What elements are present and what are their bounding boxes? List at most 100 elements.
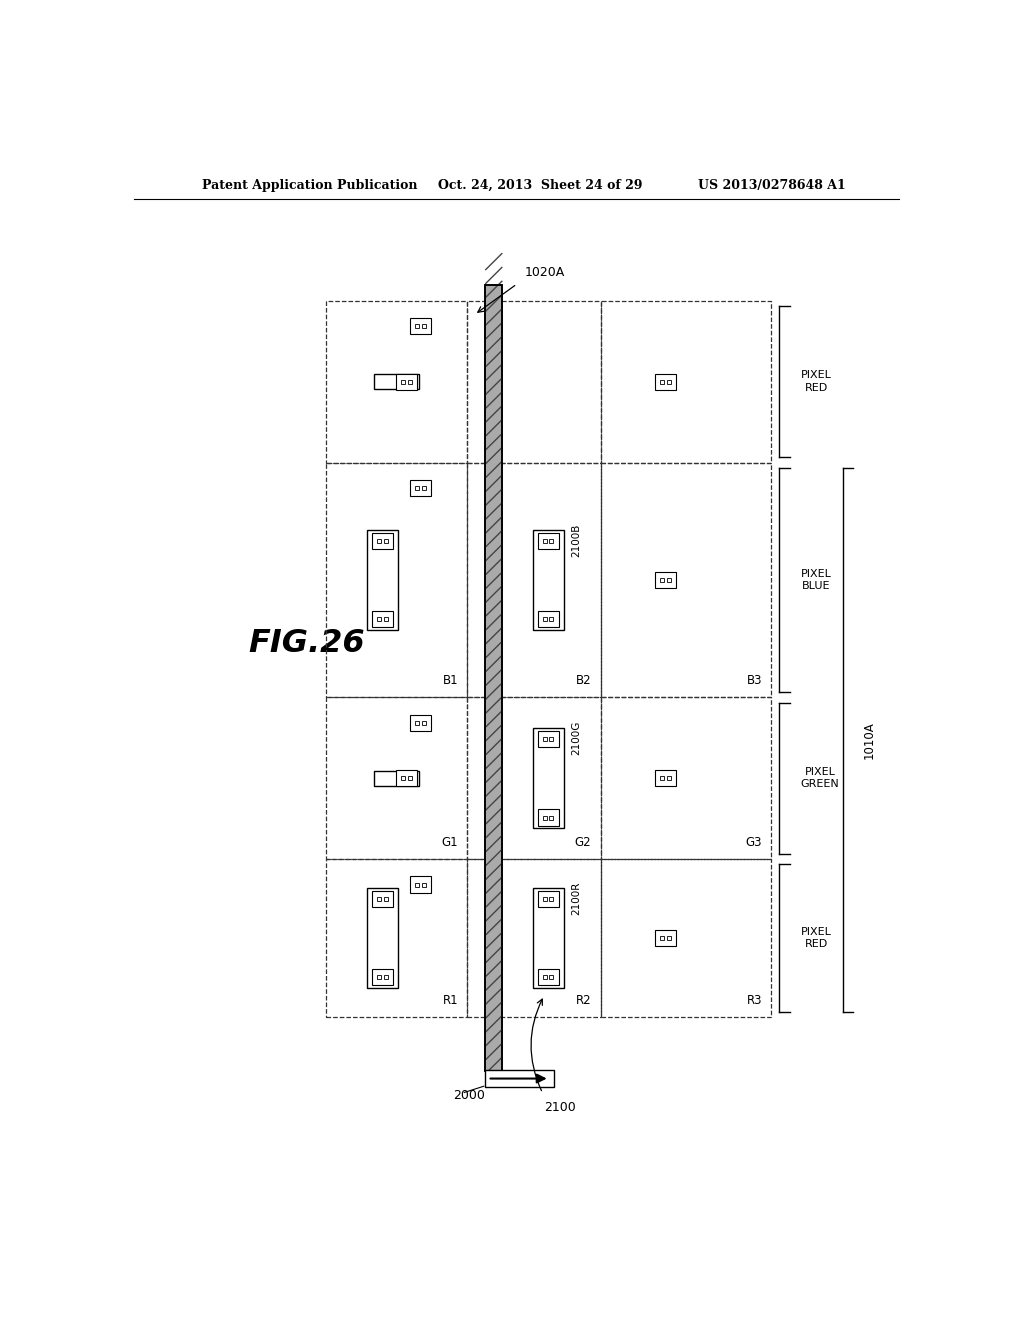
Bar [549,896,553,900]
Bar [326,697,467,859]
Text: R3: R3 [746,994,762,1007]
Bar [485,285,503,1071]
Text: B3: B3 [746,675,762,686]
Text: PIXEL
BLUE: PIXEL BLUE [801,569,831,591]
Bar [467,462,601,697]
Bar [532,729,563,829]
Bar [377,975,381,979]
Bar [660,380,665,384]
Bar [538,611,558,627]
Bar [377,896,381,900]
Text: B1: B1 [442,675,458,686]
Bar [422,325,426,329]
Bar [601,462,771,697]
Bar [660,776,665,780]
Bar [538,533,558,549]
Bar [401,776,406,780]
Bar [667,936,671,940]
Bar [667,776,671,780]
Text: G1: G1 [441,836,458,849]
Bar [543,539,547,543]
Bar [660,578,665,582]
Bar [538,731,558,747]
Bar [549,816,553,820]
Bar [655,770,676,787]
Text: 2100R: 2100R [571,882,582,915]
Text: 2100G: 2100G [571,721,582,755]
Bar [377,618,381,622]
Bar [538,809,558,825]
Text: FIG.26: FIG.26 [248,628,365,659]
Bar [601,697,771,859]
Bar [549,618,553,622]
Bar [467,697,601,859]
Bar [667,578,671,582]
Bar [411,318,431,334]
Text: 1010A: 1010A [862,721,876,759]
Bar [372,611,393,627]
Bar [667,380,671,384]
Bar [416,486,420,490]
Bar [655,572,676,589]
Bar [549,737,553,741]
Text: PIXEL
RED: PIXEL RED [801,371,831,393]
Bar [326,462,467,697]
Bar [660,936,665,940]
Bar [543,737,547,741]
Bar [408,380,412,384]
Bar [411,714,431,731]
Bar [543,816,547,820]
Bar [538,969,558,985]
Bar [396,374,417,389]
Text: R2: R2 [575,994,592,1007]
Text: Patent Application Publication: Patent Application Publication [202,178,417,191]
Text: R1: R1 [442,994,458,1007]
Bar [384,539,387,543]
Bar [372,891,393,907]
Bar [655,374,676,389]
Bar [484,1071,554,1088]
Bar [416,883,420,887]
Bar [422,486,426,490]
Bar [485,285,503,1071]
Text: 2100B: 2100B [571,523,582,557]
Bar [377,539,381,543]
Bar [374,374,419,389]
Bar [367,888,398,989]
Bar [422,883,426,887]
Bar [408,776,412,780]
Bar [467,301,601,462]
Bar [384,975,387,979]
Bar [543,896,547,900]
Bar [538,891,558,907]
Bar [411,876,431,892]
Bar [384,896,387,900]
Bar [416,721,420,725]
Text: US 2013/0278648 A1: US 2013/0278648 A1 [697,178,846,191]
Bar [532,529,563,630]
Bar [372,969,393,985]
Bar [467,859,601,1016]
Bar [384,618,387,622]
Bar [601,859,771,1016]
Bar [543,975,547,979]
Bar [396,770,417,787]
Bar [401,380,406,384]
Text: PIXEL
GREEN: PIXEL GREEN [801,767,840,789]
Bar [422,721,426,725]
Bar [411,480,431,496]
Text: Oct. 24, 2013  Sheet 24 of 29: Oct. 24, 2013 Sheet 24 of 29 [438,178,642,191]
Text: 2100: 2100 [544,1101,575,1114]
Bar [549,975,553,979]
Bar [532,888,563,989]
Bar [549,539,553,543]
Bar [601,301,771,462]
Text: B2: B2 [575,675,592,686]
Text: 2000: 2000 [454,1089,485,1102]
Text: G2: G2 [574,836,592,849]
Text: PIXEL
RED: PIXEL RED [801,927,831,949]
Bar [326,859,467,1016]
Bar [543,618,547,622]
Bar [416,325,420,329]
Bar [372,533,393,549]
